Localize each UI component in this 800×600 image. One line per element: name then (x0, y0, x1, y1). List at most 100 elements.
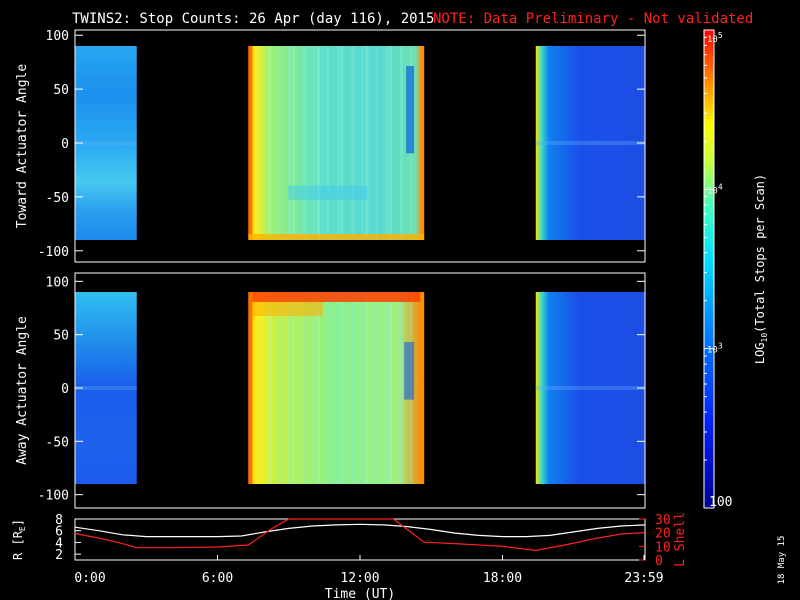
panel-frame (74, 29, 646, 263)
streak-mark (351, 46, 355, 240)
y-tick-label-right: 0 (655, 554, 663, 569)
streak-mark (365, 46, 369, 240)
streak-mark (389, 292, 392, 484)
streak-mark (312, 292, 315, 484)
colorbar-tick-label: 103 (707, 342, 723, 356)
y-tick-label-right: 30 (655, 513, 671, 528)
streak-mark (385, 292, 389, 484)
y-tick-label: -100 (38, 245, 69, 260)
edge-band (420, 46, 425, 240)
x-axis-label: Time (UT) (325, 587, 395, 600)
data-block-low (75, 292, 137, 484)
streak-mark (361, 292, 364, 484)
streak-mark (288, 292, 292, 484)
panel-frame (74, 518, 646, 561)
streak-mark (278, 46, 281, 240)
x-tick-label: 12:00 (340, 571, 379, 586)
streak-mark (302, 292, 306, 484)
chart-title: TWINS2: Stop Counts: 26 Apr (day 116), 2… (72, 11, 434, 27)
streak-mark (385, 46, 389, 240)
edge-band (252, 302, 323, 316)
zero-band (535, 386, 645, 390)
colorbar-tick-label: 104 (707, 182, 723, 196)
streak-mark (375, 46, 378, 240)
streak-mark (337, 292, 341, 484)
y-axis-label: Toward Actuator Angle (15, 64, 30, 229)
zero-band (75, 386, 137, 390)
edge-band (252, 292, 421, 302)
streak-mark (312, 46, 315, 240)
streak-mark (341, 46, 344, 240)
panel-frame (74, 272, 646, 509)
data-block-lowest (535, 292, 645, 484)
y-tick-label: 0 (61, 137, 69, 152)
y-tick-label: 50 (53, 83, 69, 98)
colorbar: 105 104 103 100 LOG10(Total Stops per Scan) (703, 29, 769, 510)
streak-mark (327, 292, 330, 484)
data-block-low (75, 46, 137, 240)
streak-mark (399, 46, 403, 240)
streak-mark (365, 292, 369, 484)
x-tick-label: 6:00 (202, 571, 233, 586)
series-line-radius (74, 523, 646, 538)
y-tick-label: -100 (38, 489, 69, 504)
y-tick-label: -50 (46, 435, 69, 450)
streak-mark (292, 292, 295, 484)
y-tick-label: 2 (55, 548, 63, 563)
y-axis-label-radius: R [RE] (11, 519, 27, 560)
x-tick-label: 18:00 (483, 571, 522, 586)
colorbar-label: LOG10(Total Stops per Scan) (753, 174, 769, 364)
streak-mark (361, 46, 364, 240)
y-tick-label: 6 (55, 525, 63, 540)
zero-band (75, 141, 137, 145)
streak-mark (316, 292, 320, 484)
streak-mark (268, 292, 272, 484)
band-mark (404, 342, 415, 400)
streak-mark (316, 46, 320, 240)
preliminary-note: NOTE: Data Preliminary - Not validated (433, 11, 753, 27)
y-tick-label: 8 (55, 513, 63, 528)
edge-band (248, 292, 253, 484)
edge-band (248, 46, 253, 240)
streak-mark (375, 292, 378, 484)
y-tick-label: 100 (46, 275, 69, 290)
x-tick-label: 0:00 (74, 571, 105, 586)
heatmap-panel-away: 100 50 0 -50 -100 Away Actuator Angle (15, 272, 646, 509)
streak-mark (389, 46, 392, 240)
streak-mark (288, 46, 292, 240)
band-mark (288, 185, 368, 200)
colorbar-gradient (704, 30, 714, 508)
data-block-high (248, 292, 425, 484)
colorbar-tick-label: 105 (707, 31, 723, 45)
streak-mark (268, 46, 272, 240)
streak-mark (351, 292, 355, 484)
x-tick-label: 23:59 (624, 571, 663, 586)
streak-mark (327, 46, 330, 240)
y-tick-label: 100 (46, 29, 69, 44)
streak-mark (337, 46, 341, 240)
band-mark (406, 66, 415, 154)
heatmap-panel-toward: 100 50 0 -50 -100 Toward Actuator Angle (15, 29, 646, 263)
zero-band (535, 141, 645, 145)
series-line-lshell (74, 518, 646, 552)
streak-mark (399, 292, 403, 484)
streak-mark (292, 46, 295, 240)
edge-band (248, 234, 425, 240)
colorbar-tick-label-bottom: 100 (709, 495, 732, 510)
y-tick-label: 50 (53, 329, 69, 344)
y-axis-label: Away Actuator Angle (15, 316, 30, 465)
y-tick-label: 0 (61, 382, 69, 397)
streak-mark (302, 46, 306, 240)
streak-mark (341, 292, 344, 484)
streak-mark (278, 292, 281, 484)
y-tick-label-right: 10 (655, 540, 671, 555)
y-tick-label-right: 20 (655, 527, 671, 542)
edge-band (420, 292, 425, 484)
data-block-high (248, 46, 425, 240)
data-block-lowest (535, 46, 645, 240)
y-axis-label-lshell: L Shell (673, 512, 688, 567)
date-stamp: 18 May 15 (777, 536, 787, 585)
y-tick-label: 4 (55, 536, 63, 551)
